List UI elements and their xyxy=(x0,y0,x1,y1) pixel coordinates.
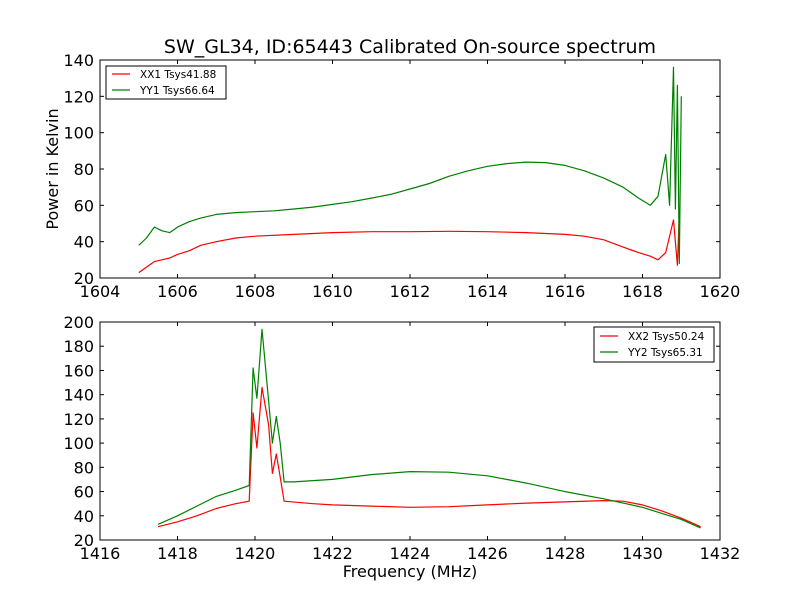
top-y-tick-label: 60 xyxy=(74,196,94,215)
top-x-tick-label: 1610 xyxy=(312,282,353,301)
bottom-ticks-layer: 1416 1418 1420 1422 1424 1426 1428 1430 1432 20 40… xyxy=(63,313,740,563)
bottom-y-tick-label: 60 xyxy=(74,483,94,502)
bottom-x-tick-label: 1430 xyxy=(622,544,663,563)
bottom-y-tick-label: 180 xyxy=(63,337,94,356)
bottom-x-tick-label: 1418 xyxy=(157,544,198,563)
top-y-tick-label: 140 xyxy=(63,51,94,70)
top-y-axis-label: Power in Kelvin xyxy=(43,108,62,229)
top-x-tick-label: 1616 xyxy=(545,282,586,301)
bottom-x-tick-label: 1428 xyxy=(545,544,586,563)
top-y-tick-label: 80 xyxy=(74,160,94,179)
top-x-tick-label: 1604 xyxy=(80,282,121,301)
bottom-legend-label-xx2: XX2 Tsys50.24 xyxy=(628,331,705,343)
bottom-plot-frame xyxy=(99,321,721,541)
top-y-tick-label: 40 xyxy=(74,233,94,252)
top-ticks-layer: 1604 1606 1608 1610 1612 1614 1616 1618 1620 20 40… xyxy=(63,51,740,301)
bottom-y-tick-label: 160 xyxy=(63,361,94,380)
top-legend-label-xx1: XX1 Tsys41.88 xyxy=(140,69,216,81)
bottom-y-tick-label: 120 xyxy=(63,410,94,429)
bottom-legend: XX2 Tsys50.24 YY2 Tsys65.31 xyxy=(593,326,715,363)
bottom-x-tick-label: 1424 xyxy=(390,544,431,563)
top-x-tick-label: 1606 xyxy=(157,282,198,301)
bottom-series-layer xyxy=(157,328,701,529)
bottom-x-tick-label: 1432 xyxy=(700,544,741,563)
top-y-tick-label: 100 xyxy=(63,124,94,143)
top-x-tick-label: 1612 xyxy=(390,282,431,301)
bottom-x-tick-label: 1422 xyxy=(312,544,353,563)
chart-title: SW_GL34, ID:65443 Calibrated On-source s… xyxy=(164,36,656,58)
top-x-tick-label: 1614 xyxy=(467,282,508,301)
bottom-y-tick-label: 140 xyxy=(63,386,94,405)
top-series-line-1 xyxy=(138,214,680,274)
top-legend: XX1 Tsys41.88 YY1 Tsys66.64 xyxy=(105,65,227,100)
bottom-y-tick-label: 100 xyxy=(63,434,94,453)
bottom-legend-label-yy2: YY2 Tsys65.31 xyxy=(627,347,703,359)
top-x-tick-label: 1620 xyxy=(700,282,741,301)
bottom-x-tick-label: 1420 xyxy=(235,544,276,563)
top-y-tick-label: 120 xyxy=(63,87,94,106)
bottom-legend-box xyxy=(593,326,715,363)
top-spectrum-panel: 1604 1606 1608 1610 1612 1614 1616 1618 1620 20 40… xyxy=(43,51,740,301)
top-plot-frame xyxy=(99,59,721,279)
bottom-spectrum-panel: 1416 1418 1420 1422 1424 1426 1428 1430 1432 20 40… xyxy=(63,313,740,581)
top-y-tick-label: 20 xyxy=(74,269,94,288)
bottom-y-tick-label: 20 xyxy=(74,531,94,550)
bottom-x-tick-label: 1426 xyxy=(467,544,508,563)
top-x-tick-label: 1618 xyxy=(622,282,663,301)
bottom-x-tick-label: 1416 xyxy=(80,544,121,563)
bottom-y-tick-label: 200 xyxy=(63,313,94,332)
top-legend-label-yy1: YY1 Tsys66.64 xyxy=(139,85,215,97)
bottom-y-tick-label: 80 xyxy=(74,458,94,477)
top-x-tick-label: 1608 xyxy=(235,282,276,301)
top-series-line-2 xyxy=(138,66,682,265)
top-legend-box xyxy=(105,65,227,100)
top-series-layer xyxy=(138,66,682,274)
bottom-x-axis-label: Frequency (MHz) xyxy=(343,562,477,581)
bottom-series-line-2 xyxy=(157,328,701,529)
bottom-y-tick-label: 40 xyxy=(74,507,94,526)
